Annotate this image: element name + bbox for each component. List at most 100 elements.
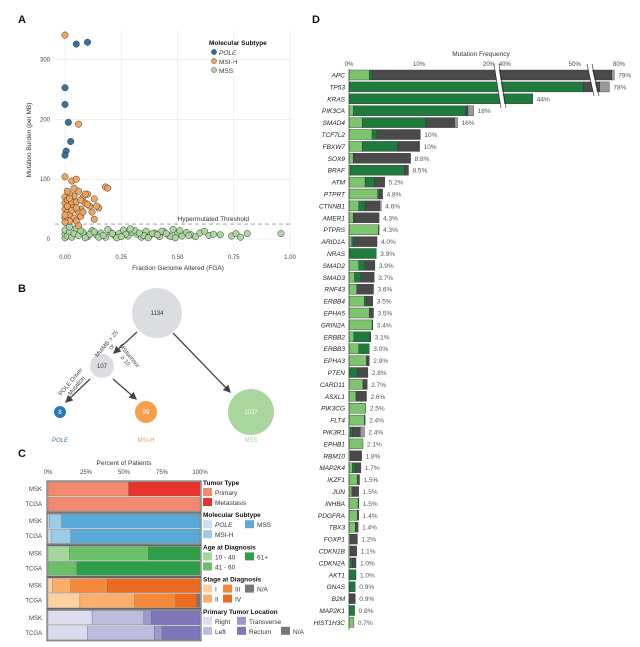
- bar-segment-gray: [364, 260, 376, 271]
- bar-segment-dark-green: [362, 141, 399, 152]
- panel-label-c: C: [18, 448, 26, 460]
- gene-label: ERBB3: [324, 346, 346, 353]
- data-point-mss: [104, 225, 112, 233]
- bar-segment-dark-green: [362, 117, 427, 128]
- bar-segment-gray: [376, 129, 420, 140]
- legend-swatch: [245, 584, 254, 593]
- frequency-label: 0.7%: [358, 620, 373, 627]
- bar-segment-light-green: [348, 236, 352, 247]
- legend-title: Tumor Type: [203, 480, 240, 487]
- frequency-label: 3.9%: [380, 251, 395, 258]
- legend-label: N/A: [293, 629, 305, 636]
- bar-segment-primary: [47, 481, 129, 497]
- data-point-msi-h: [90, 215, 98, 223]
- bar-segment-light-green: [348, 486, 352, 497]
- bar-segment-left: [87, 625, 155, 640]
- data-point-msi-h: [81, 190, 89, 198]
- bar-segment-gray: [360, 272, 375, 283]
- node-msih: [135, 401, 157, 423]
- gene-label: ASXL1: [324, 394, 346, 401]
- gene-label: EPHB1: [324, 441, 346, 448]
- data-point-msi-h: [77, 196, 85, 204]
- bar-segment-dark-green: [358, 343, 370, 354]
- gene-label: SOX9: [328, 156, 346, 163]
- bar-segment-transverse: [154, 625, 163, 640]
- data-point-mss: [153, 231, 161, 239]
- bar-segment-iv: [107, 578, 201, 593]
- legend-marker-pole: [211, 49, 217, 55]
- legend-swatch: [245, 520, 254, 529]
- bar-segment-light-green: [348, 474, 358, 485]
- legend-label: 61+: [257, 554, 268, 561]
- data-point-msi-h: [61, 211, 69, 219]
- data-point-mss: [99, 231, 107, 239]
- bar-segment-light-green: [348, 343, 360, 354]
- gene-label: HIST1H3C: [314, 620, 346, 627]
- data-point-mss: [90, 228, 98, 236]
- bar-segment-light-green: [348, 391, 357, 402]
- bar-segment-dark-green: [371, 129, 378, 140]
- gene-label: PTPRS: [323, 227, 345, 234]
- frequency-label: 4.0%: [381, 239, 396, 246]
- y-tick-label: 300: [40, 58, 51, 64]
- bar-segment-gray: [397, 141, 420, 152]
- bar-segment-gray: [355, 391, 367, 402]
- bar-segment-light-green: [348, 105, 354, 116]
- legend-swatch: [281, 626, 290, 635]
- frequency-label: 78%: [613, 84, 626, 91]
- x-tick-label: 0.75: [228, 255, 240, 261]
- gene-label: PIK3CA: [322, 108, 345, 115]
- data-point-msi-h: [61, 31, 69, 39]
- frequency-label: 1.0%: [360, 560, 375, 567]
- bar-segment-dark-green: [364, 295, 367, 307]
- frequency-label: 1.5%: [363, 501, 378, 508]
- node-label-msih: MSI-H: [138, 438, 155, 444]
- bar-segment-gray: [465, 105, 469, 116]
- threshold-label: Hypermutated Threshold: [178, 216, 250, 223]
- bar-segment-dark-green: [369, 69, 373, 81]
- d-tick-label: 10%: [413, 62, 426, 68]
- group-box: [46, 577, 202, 610]
- gene-label: RNF43: [324, 287, 345, 294]
- gene-label: APC: [331, 73, 346, 80]
- bar-segment-gray: [369, 307, 374, 319]
- bar-segment-gray: [350, 545, 357, 557]
- bar-segment-gray: [404, 164, 409, 176]
- bar-segment-iii: [70, 578, 108, 593]
- legend-swatch: [203, 626, 212, 635]
- frequency-label: 2.8%: [372, 370, 387, 377]
- gene-label: KRAS: [327, 96, 345, 103]
- bar-segment-light-green: [348, 284, 357, 295]
- cohort-label: TCGA: [25, 534, 42, 540]
- frequency-label: 4.3%: [383, 227, 398, 234]
- legend-title: Molecular Subtype: [203, 512, 261, 519]
- panel-label-b: B: [18, 283, 26, 295]
- c-axis-title: Percent of Patients: [97, 460, 153, 467]
- axis-break-1-edge: [498, 63, 507, 109]
- bar-segment-dark-green: [348, 581, 356, 592]
- bar-segment-light-green: [348, 295, 365, 307]
- bar-segment-gray: [362, 379, 368, 390]
- bar-segment-gray: [378, 188, 383, 200]
- legend-label: III: [235, 587, 241, 594]
- bar-segment-gray: [367, 355, 370, 366]
- legend-swatch: [203, 562, 212, 571]
- bar-segment-gray: [357, 367, 369, 378]
- bar-segment-primary: [47, 496, 201, 512]
- gene-label: CARD11: [320, 382, 346, 389]
- bar-segment-dark-green: [353, 331, 371, 342]
- legend-title: Primary Tumor Location: [203, 609, 278, 616]
- gene-label: FBXW7: [323, 144, 346, 151]
- bar-segment-dark-green: [351, 236, 355, 247]
- bar-segment-left: [91, 610, 144, 625]
- bar-segment-light-gray: [418, 141, 420, 152]
- data-point-mss: [108, 230, 116, 238]
- frequency-label: 1.5%: [363, 489, 378, 496]
- gene-label: ATM: [331, 180, 346, 187]
- node-count-msih: 99: [143, 410, 150, 416]
- bar-segment-mss: [70, 529, 201, 544]
- bar-segment-gray: [353, 212, 380, 224]
- gene-label: PIK3R1: [323, 430, 346, 437]
- node-pole: [54, 406, 66, 418]
- gene-label: PTEN: [328, 370, 346, 377]
